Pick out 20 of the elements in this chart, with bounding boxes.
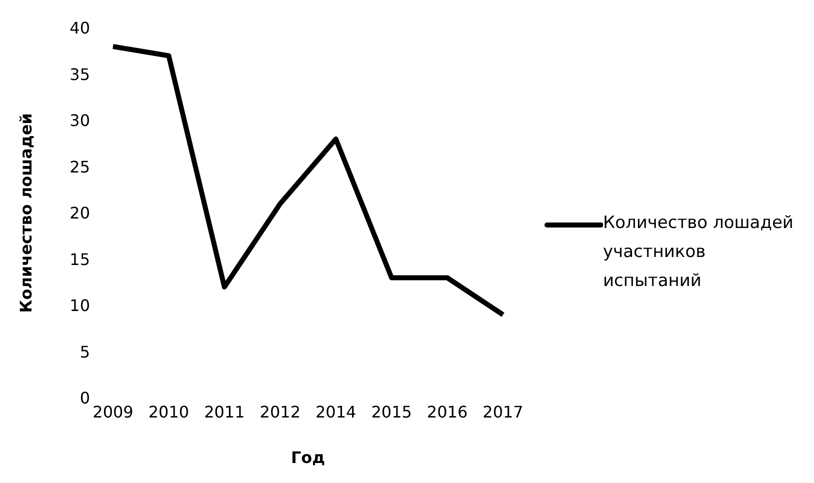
y-tick-label: 25 [70,157,90,176]
x-axis-title: Год [290,448,326,467]
y-tick-label: 35 [70,64,90,84]
y-tick-label: 5 [80,342,90,362]
x-tick-label: 2012 [260,402,300,422]
x-tick-label: 2010 [148,402,190,422]
y-tick-label: 10 [70,296,90,316]
y-tick-label: 40 [70,18,90,38]
y-tick-label: 0 [80,388,90,408]
y-axis-title: Количество лошадей [16,113,36,313]
x-tick-label: 2017 [482,402,524,422]
x-tick-label: 2016 [426,402,468,422]
legend-label: Количество лошадей участников испытаний [603,212,794,293]
x-tick-label: 2014 [316,402,356,422]
y-tick-label: 30 [70,111,90,130]
x-tick-label: 2015 [371,402,412,422]
x-tick-label: 2011 [204,402,245,422]
x-tick-label: 2009 [92,402,134,422]
y-tick-label: 15 [70,250,90,269]
y-tick-label: 20 [70,204,90,223]
